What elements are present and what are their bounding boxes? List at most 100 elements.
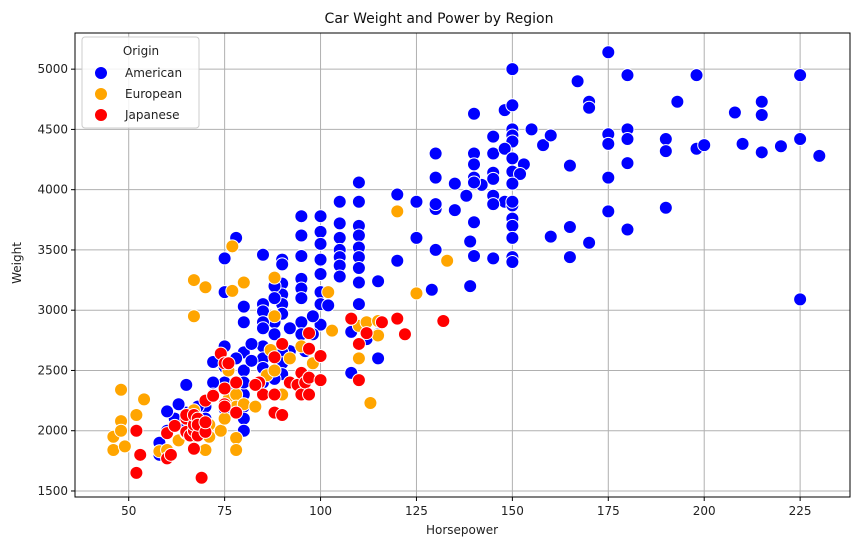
data-point-american [171, 397, 186, 412]
data-point-american [670, 94, 685, 109]
data-point-american [428, 242, 443, 257]
data-point-american [658, 132, 673, 147]
data-point-european [229, 430, 244, 445]
data-point-american [267, 327, 282, 342]
legend-marker-european [94, 87, 108, 101]
data-point-american [486, 251, 501, 266]
data-point-american [236, 315, 251, 330]
data-point-american [390, 253, 405, 268]
y-axis-label: Weight [10, 242, 24, 284]
data-point-american [773, 139, 788, 154]
data-point-american [313, 267, 328, 282]
data-point-american [351, 194, 366, 209]
data-point-european [213, 423, 228, 438]
data-point-american [313, 224, 328, 239]
data-point-american [332, 269, 347, 284]
legend: Origin American European Japanese [81, 36, 200, 129]
legend-marker-japanese [94, 108, 108, 122]
data-point-american [505, 151, 520, 166]
data-point-european [117, 439, 132, 454]
y-tick-label: 2000 [37, 424, 68, 438]
data-point-european [409, 286, 424, 301]
data-point-american [409, 230, 424, 245]
data-point-american [486, 129, 501, 144]
data-point-japanese [163, 447, 178, 462]
data-point-american [313, 252, 328, 267]
data-point-european [267, 270, 282, 285]
data-point-american [562, 250, 577, 265]
x-axis-ticks: 50 75 100 125 150 175 200 225 [121, 497, 812, 518]
data-point-american [582, 235, 597, 250]
data-point-european [248, 399, 263, 414]
data-point-american [351, 261, 366, 276]
data-point-american [505, 230, 520, 245]
data-point-japanese [194, 470, 209, 485]
data-point-european [321, 285, 336, 300]
data-point-american [294, 248, 309, 263]
data-point-american [620, 222, 635, 237]
data-point-japanese [302, 387, 317, 402]
data-point-european [282, 351, 297, 366]
data-point-american [467, 106, 482, 121]
legend-label-american: American [125, 66, 182, 80]
data-point-japanese [302, 370, 317, 385]
y-tick-label: 4000 [37, 183, 68, 197]
x-axis-label: Horsepower [426, 523, 498, 537]
data-point-american [467, 215, 482, 230]
data-point-american [467, 175, 482, 190]
x-tick-label: 100 [309, 504, 332, 518]
data-point-american [562, 158, 577, 173]
data-point-american [332, 194, 347, 209]
data-point-european [198, 280, 213, 295]
data-point-american [282, 321, 297, 336]
data-point-japanese [390, 311, 405, 326]
data-point-american [505, 62, 520, 77]
legend-title: Origin [123, 44, 159, 58]
data-point-european [267, 309, 282, 324]
data-point-american [332, 230, 347, 245]
data-point-american [447, 176, 462, 191]
data-point-american [294, 315, 309, 330]
chart-title: Car Weight and Power by Region [325, 11, 554, 27]
data-point-american [351, 228, 366, 243]
y-tick-label: 4500 [37, 122, 68, 136]
data-point-american [463, 279, 478, 294]
data-point-japanese [206, 388, 221, 403]
data-point-japanese [397, 327, 412, 342]
data-point-american [236, 299, 251, 314]
data-point-american [428, 197, 443, 212]
data-point-american [428, 146, 443, 161]
data-point-american [463, 234, 478, 249]
data-point-european [325, 323, 340, 338]
data-point-american [244, 336, 259, 351]
data-point-american [601, 170, 616, 185]
data-point-american [601, 45, 616, 60]
y-axis-ticks: 1500 2000 2500 3000 3500 4000 4500 5000 [37, 62, 75, 498]
data-point-american [793, 132, 808, 147]
data-point-american [754, 145, 769, 160]
data-point-japanese [217, 381, 232, 396]
data-point-american [497, 141, 512, 156]
data-point-american [735, 136, 750, 151]
data-point-american [620, 68, 635, 83]
data-point-american [513, 167, 528, 182]
data-point-american [467, 248, 482, 263]
data-point-american [305, 309, 320, 324]
data-point-european [129, 408, 144, 423]
data-point-japanese [167, 418, 182, 433]
data-point-japanese [248, 377, 263, 392]
data-point-japanese [436, 314, 451, 329]
x-tick-label: 150 [501, 504, 524, 518]
x-tick-label: 50 [121, 504, 136, 518]
data-point-american [390, 187, 405, 202]
data-point-american [658, 200, 673, 215]
data-point-european [198, 442, 213, 457]
data-point-american [267, 291, 282, 306]
x-tick-label: 225 [789, 504, 812, 518]
data-point-european [267, 363, 282, 378]
data-point-american [812, 148, 827, 163]
data-point-american [294, 209, 309, 224]
data-point-american [217, 251, 232, 266]
data-point-japanese [275, 408, 290, 423]
